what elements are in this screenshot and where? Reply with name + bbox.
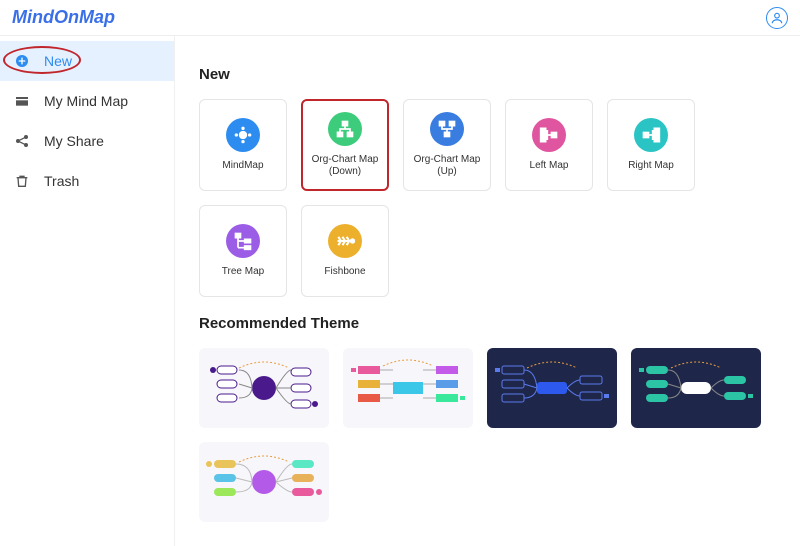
- orgchart-up-icon: [430, 112, 464, 146]
- sidebar-item-myshare[interactable]: My Share: [0, 121, 174, 161]
- map-card-leftmap[interactable]: Left Map: [505, 99, 593, 191]
- annotation-oval-new: [3, 46, 81, 74]
- new-section-title: New: [199, 66, 776, 83]
- leftmap-icon: [532, 118, 566, 152]
- trash-icon: [14, 173, 30, 189]
- sidebar-item-label: My Share: [44, 133, 104, 149]
- user-icon[interactable]: [766, 7, 788, 29]
- map-card-label: Org-Chart Map (Down): [303, 154, 387, 178]
- folder-icon: [14, 93, 30, 109]
- theme-thumbnail-icon: [199, 348, 329, 428]
- new-cards-row: MindMap Org-Chart Map (Down) Org-Chart M…: [199, 99, 776, 297]
- layout: New My Mind Map My Share Trash New: [0, 36, 800, 546]
- theme-cards-row: [199, 348, 776, 522]
- rightmap-icon: [634, 118, 668, 152]
- main-content: New MindMap Org-Chart Map (Down) Org-Cha…: [175, 36, 800, 546]
- theme-card-purple[interactable]: [199, 348, 329, 428]
- logo: MMindOnMapindOnMap: [12, 7, 115, 28]
- map-card-label: Left Map: [526, 160, 573, 172]
- map-card-fishbone[interactable]: Fishbone: [301, 205, 389, 297]
- theme-card-teal-dark[interactable]: [631, 348, 761, 428]
- topbar: MMindOnMapindOnMap: [0, 0, 800, 36]
- map-card-treemap[interactable]: Tree Map: [199, 205, 287, 297]
- map-card-orgchart-up[interactable]: Org-Chart Map (Up): [403, 99, 491, 191]
- theme-thumbnail-icon: [631, 348, 761, 428]
- map-card-mindmap[interactable]: MindMap: [199, 99, 287, 191]
- theme-thumbnail-icon: [199, 442, 329, 522]
- map-card-orgchart-down[interactable]: Org-Chart Map (Down): [301, 99, 389, 191]
- orgchart-down-icon: [328, 112, 362, 146]
- sidebar-item-label: Trash: [44, 173, 79, 189]
- sidebar-item-trash[interactable]: Trash: [0, 161, 174, 201]
- treemap-icon: [226, 224, 260, 258]
- map-card-label: Right Map: [624, 160, 678, 172]
- sidebar: New My Mind Map My Share Trash: [0, 36, 175, 546]
- mindmap-icon: [226, 118, 260, 152]
- themes-section-title: Recommended Theme: [199, 315, 776, 332]
- sidebar-item-mymindmap[interactable]: My Mind Map: [0, 81, 174, 121]
- share-icon: [14, 133, 30, 149]
- theme-thumbnail-icon: [343, 348, 473, 428]
- sidebar-item-label: My Mind Map: [44, 93, 128, 109]
- map-card-rightmap[interactable]: Right Map: [607, 99, 695, 191]
- theme-card-pastel[interactable]: [199, 442, 329, 522]
- map-card-label: Tree Map: [218, 266, 268, 278]
- theme-card-rainbow[interactable]: [343, 348, 473, 428]
- theme-thumbnail-icon: [487, 348, 617, 428]
- map-card-label: MindMap: [218, 160, 267, 172]
- fishbone-icon: [328, 224, 362, 258]
- map-card-label: Fishbone: [320, 266, 369, 278]
- map-card-label: Org-Chart Map (Up): [404, 154, 490, 178]
- theme-card-blue-dark[interactable]: [487, 348, 617, 428]
